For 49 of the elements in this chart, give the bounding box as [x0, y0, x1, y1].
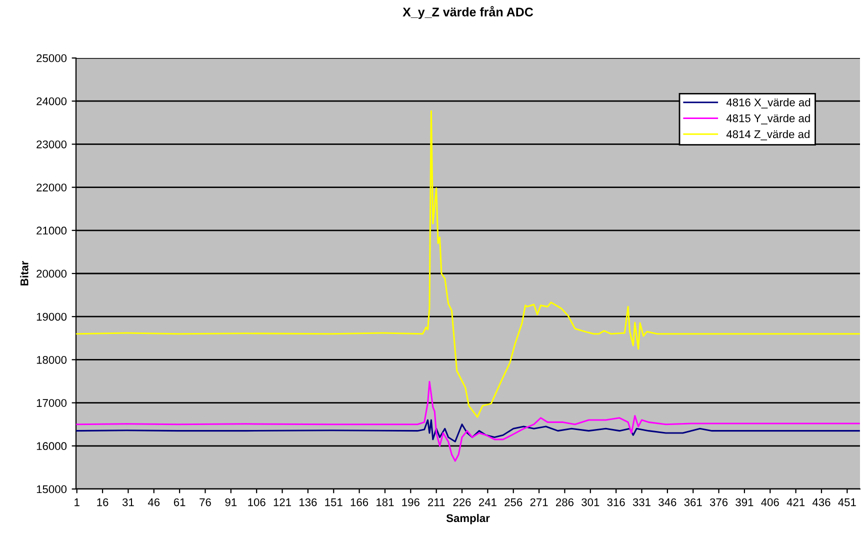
x-tick-label: 436 [812, 498, 830, 506]
x-tick-label: 196 [402, 498, 420, 506]
legend-label: 4816 X_värde ad [726, 98, 810, 108]
x-tick-label: 76 [200, 498, 211, 506]
legend-label: 4815 Y_värde ad [726, 114, 810, 124]
y-tick-label: 16000 [36, 442, 67, 450]
y-tick-label: 19000 [36, 312, 67, 321]
x-tick-label: 271 [530, 498, 548, 506]
y-tick-label: 15000 [36, 485, 67, 494]
x-tick-label: 286 [556, 498, 574, 506]
x-tick-label: 451 [838, 498, 856, 506]
x-axis-title: Samplar [446, 514, 490, 524]
y-tick-label: 18000 [36, 356, 67, 364]
y-tick-label: 17000 [36, 399, 67, 407]
line-series [76, 419, 860, 442]
x-tick-label: 316 [607, 498, 625, 506]
x-tick-label: 136 [300, 498, 317, 506]
y-tick-label: 23000 [36, 140, 67, 148]
y-tick-label: 24000 [36, 97, 67, 106]
x-tick-label: 226 [453, 498, 471, 506]
x-tick-label: 376 [710, 498, 728, 506]
y-tick-label: 22000 [36, 184, 67, 192]
x-tick-label: 361 [684, 498, 702, 506]
x-tick-label: 31 [122, 498, 134, 506]
x-tick-label: 331 [632, 498, 650, 506]
x-tick-label: 391 [736, 498, 754, 506]
x-tick-label: 151 [325, 498, 342, 506]
x-tick-label: 91 [225, 498, 237, 506]
x-tick-label: 121 [274, 498, 291, 506]
x-tick-label: 46 [148, 498, 160, 506]
chart-title: X_y_Z värde från ADC [402, 6, 534, 19]
y-tick-label: 20000 [36, 270, 67, 278]
x-tick-label: 421 [786, 498, 805, 506]
x-tick-label: 406 [761, 498, 779, 506]
y-tick-label: 25000 [36, 54, 67, 62]
x-tick-label: 61 [174, 498, 186, 506]
x-tick-label: 16 [97, 498, 108, 506]
y-axis-title: Bitar [20, 261, 28, 286]
x-tick-label: 166 [350, 498, 368, 506]
x-tick-label: 256 [504, 498, 522, 506]
x-tick-label: 241 [478, 498, 496, 506]
x-tick-label: 106 [248, 498, 266, 506]
y-tick-label: 21000 [36, 226, 67, 235]
x-tick-label: 346 [658, 498, 676, 506]
x-tick-label: 211 [428, 498, 445, 506]
x-tick-label: 1 [74, 498, 80, 506]
x-tick-label: 301 [582, 498, 600, 506]
x-tick-label: 181 [376, 498, 394, 506]
legend-label: 4814 Z_värde ad [726, 130, 810, 140]
